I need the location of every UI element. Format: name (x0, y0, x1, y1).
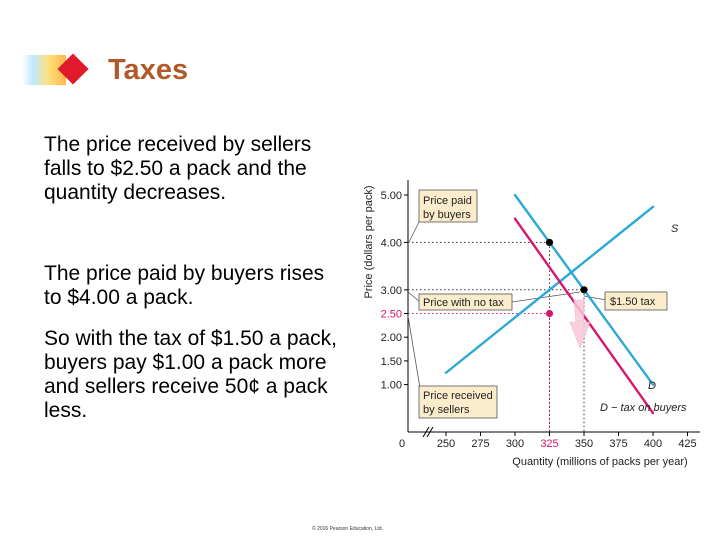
callout-box-tax (604, 291, 668, 311)
x-tick-label: 300 (506, 438, 524, 450)
y-tick-label: 4.00 (381, 237, 402, 249)
copyright-footer: © 2016 Pearson Education, Ltd. (312, 526, 383, 532)
y-tick-label: 3.00 (381, 285, 402, 297)
callout-tax: $1.50 tax (610, 296, 656, 308)
callout-box-price-paid (418, 189, 478, 223)
callout-received-line2: by sellers (423, 404, 470, 416)
callout-received-line1: Price received (423, 390, 493, 402)
equilibrium-point-2 (580, 286, 588, 294)
tax-demand-curve-label: D − tax on buyers (600, 402, 687, 414)
title-block: Taxes (22, 52, 282, 88)
x-tick-label: 350 (575, 438, 593, 450)
x-tick-label: 425 (678, 438, 696, 450)
callout-line-price-paid (407, 219, 421, 245)
y-tick-label: 1.50 (381, 356, 402, 368)
callout-price-paid-line1: Price paid (423, 195, 472, 207)
supply-curve (444, 205, 655, 374)
axis-break-mark (426, 426, 434, 438)
equilibrium-point-1 (545, 238, 554, 246)
tax-bracket-arrow (569, 299, 591, 349)
axis-break-mark (422, 426, 430, 438)
y-tick-label: 5.00 (381, 190, 402, 202)
x-tick-label: 375 (609, 438, 627, 450)
paragraph-buyer-price: The price paid by buyers rises to $4.00 … (44, 262, 325, 309)
x-tick-label: 275 (471, 438, 489, 450)
callout-box-received (418, 385, 498, 419)
slide-title: Taxes (108, 54, 189, 86)
paragraph-tax-summary: So with the tax of $1.50 a pack, buyers … (44, 327, 338, 422)
y-tick-label: 2.00 (381, 332, 402, 344)
callout-line-tax (583, 295, 607, 301)
x-tick-label: 0 (399, 438, 405, 450)
x-tick-label: 250 (437, 438, 455, 450)
equilibrium-point-3 (545, 309, 554, 318)
callout-line-no-tax (407, 291, 421, 303)
callout-line-received (407, 315, 421, 389)
y-tick-label: 1.00 (381, 380, 402, 392)
x-tick-label: 400 (644, 438, 662, 450)
supply-curve-label: S (671, 223, 679, 235)
callout-price-paid-line2: by buyers (423, 209, 471, 221)
x-tick-label: 325 (540, 438, 558, 450)
y-tick-label: 2.50 (381, 309, 402, 321)
paragraph-seller-price: The price received by sellers falls to $… (44, 133, 312, 204)
y-axis-label: Price (dollars per pack) (363, 185, 375, 298)
callout-no-tax: Price with no tax (423, 297, 504, 309)
demand-curve-label: D (648, 380, 656, 392)
callout-box-no-tax (418, 293, 513, 311)
x-axis-label: Quantity (millions of packs per year) (512, 456, 687, 468)
